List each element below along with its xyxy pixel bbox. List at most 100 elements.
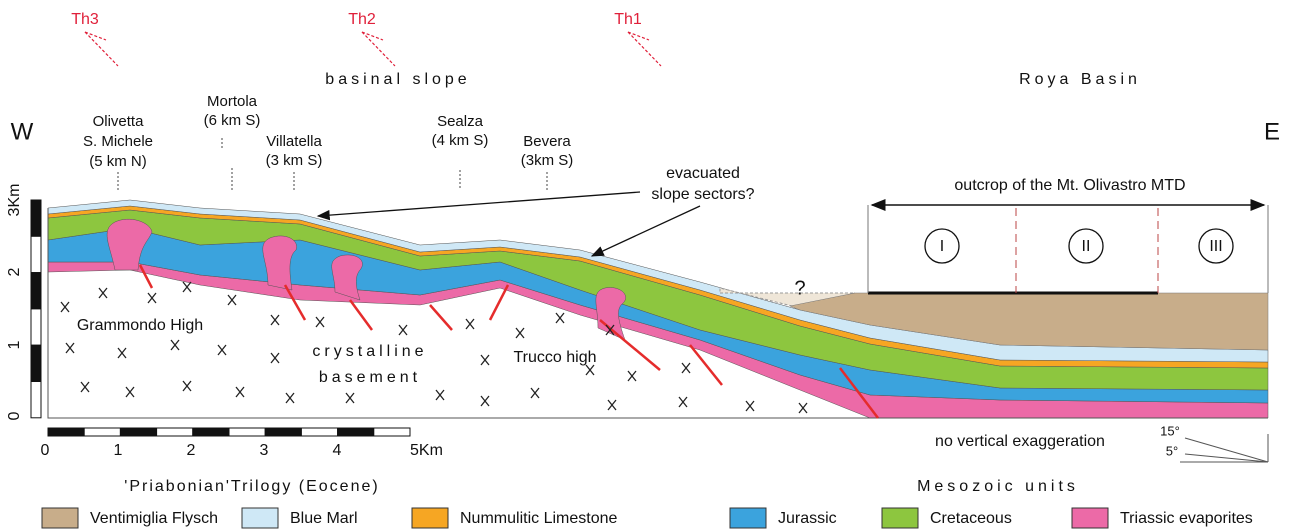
locality: Bevera bbox=[523, 133, 571, 150]
legend-swatch bbox=[412, 508, 448, 528]
basement-cross bbox=[236, 387, 244, 397]
fault bbox=[490, 285, 508, 320]
scale-label: 1 bbox=[114, 442, 123, 459]
basement-cross bbox=[608, 400, 616, 410]
basement-cross bbox=[61, 302, 69, 312]
question-mark: ? bbox=[794, 277, 805, 299]
basement-cross bbox=[271, 353, 279, 363]
basement-cross bbox=[183, 381, 191, 391]
scale-segment bbox=[31, 382, 41, 418]
fault bbox=[430, 305, 452, 330]
scale-label: 3Km bbox=[6, 184, 23, 217]
basement-cross bbox=[746, 401, 754, 411]
scale-segment bbox=[120, 428, 156, 436]
page: Th3 Th2 Th1 basinal slope Roya Basin W E… bbox=[0, 0, 1291, 531]
basement-cross bbox=[516, 328, 524, 338]
scale-segment bbox=[229, 428, 265, 436]
scale-segment bbox=[31, 200, 41, 236]
locality: Mortola bbox=[207, 93, 258, 110]
locality: (5 km N) bbox=[89, 153, 147, 170]
legend-label: Cretaceous bbox=[930, 510, 1012, 527]
scale-segment bbox=[48, 428, 84, 436]
legend-swatch bbox=[1072, 508, 1108, 528]
basement-cross bbox=[682, 363, 690, 373]
scale-note: no vertical exaggeration bbox=[935, 433, 1105, 450]
east-label: E bbox=[1264, 118, 1280, 145]
locality: (4 km S) bbox=[432, 132, 489, 149]
scale-segment bbox=[265, 428, 301, 436]
vertical-scale bbox=[31, 200, 41, 418]
scale-segment bbox=[31, 236, 41, 272]
scale-label: 0 bbox=[41, 442, 50, 459]
scale-segment bbox=[193, 428, 229, 436]
basement-cross bbox=[481, 355, 489, 365]
locality: (3 km S) bbox=[266, 152, 323, 169]
angle-label: 15° bbox=[1160, 423, 1180, 438]
scale-segment bbox=[374, 428, 410, 436]
scale-segment bbox=[301, 428, 337, 436]
legend-swatch bbox=[42, 508, 78, 528]
angle-label: 5° bbox=[1166, 443, 1178, 458]
annotation: slope sectors? bbox=[651, 186, 754, 203]
locality: (3km S) bbox=[521, 152, 574, 169]
scale-label: 5Km bbox=[410, 442, 443, 459]
outcrop-label: outcrop of the Mt. Olivastro MTD bbox=[954, 177, 1185, 194]
basement-cross bbox=[436, 390, 444, 400]
legend-swatch bbox=[242, 508, 278, 528]
fault bbox=[350, 300, 372, 330]
legend-label: Ventimiglia Flysch bbox=[90, 510, 218, 527]
basement-label: crystalline bbox=[312, 343, 427, 360]
basement-cross bbox=[66, 343, 74, 353]
scale-label: 3 bbox=[260, 442, 269, 459]
basement-cross bbox=[218, 345, 226, 355]
outcrop-box bbox=[868, 205, 1268, 293]
marker: Th1 bbox=[614, 11, 642, 28]
cross-section-figure: Th3 Th2 Th1 basinal slope Roya Basin W E… bbox=[0, 0, 1291, 531]
angle-indicator bbox=[1180, 434, 1268, 462]
basement-cross bbox=[466, 319, 474, 329]
basement-cross bbox=[316, 317, 324, 327]
scale-label: 0 bbox=[6, 411, 23, 420]
unit-label: II bbox=[1082, 238, 1091, 255]
marker: Th2 bbox=[348, 11, 376, 28]
locality: (6 km S) bbox=[204, 112, 261, 129]
locality: S. Michele bbox=[83, 133, 153, 150]
basement-cross bbox=[271, 315, 279, 325]
locality: Sealza bbox=[437, 113, 484, 130]
basement-cross bbox=[481, 396, 489, 406]
legend-swatch bbox=[730, 508, 766, 528]
basement-cross bbox=[628, 371, 636, 381]
scale-segment bbox=[84, 428, 120, 436]
annotation: evacuated bbox=[666, 165, 740, 182]
legend-group: Mesozoic units bbox=[917, 478, 1079, 495]
basement-cross bbox=[228, 295, 236, 305]
legend-swatch bbox=[882, 508, 918, 528]
basement-cross bbox=[81, 382, 89, 392]
scale-label: 2 bbox=[6, 267, 23, 276]
locality: Villatella bbox=[266, 133, 322, 150]
unit-label: I bbox=[940, 238, 944, 255]
legend-label: Blue Marl bbox=[290, 510, 358, 527]
scale-segment bbox=[31, 309, 41, 345]
basement-cross bbox=[118, 348, 126, 358]
basement-cross bbox=[556, 313, 564, 323]
unit-label: III bbox=[1209, 238, 1222, 255]
basement-cross bbox=[286, 393, 294, 403]
basement-cross bbox=[99, 288, 107, 298]
legend-label: Jurassic bbox=[778, 510, 837, 527]
legend-label: Triassic evaporites bbox=[1120, 510, 1253, 527]
scale-segment bbox=[338, 428, 374, 436]
basement-cross bbox=[346, 393, 354, 403]
marker: Th3 bbox=[71, 11, 99, 28]
basement-cross bbox=[126, 387, 134, 397]
basement-cross bbox=[399, 325, 407, 335]
layers bbox=[48, 200, 1268, 418]
legend-group: 'Priabonian'Trilogy (Eocene) bbox=[124, 478, 379, 495]
basement-cross bbox=[148, 293, 156, 303]
marker-lines bbox=[85, 32, 661, 66]
scale-segment bbox=[31, 345, 41, 381]
basement-label: Trucco high bbox=[514, 349, 597, 366]
basement-cross bbox=[586, 365, 594, 375]
